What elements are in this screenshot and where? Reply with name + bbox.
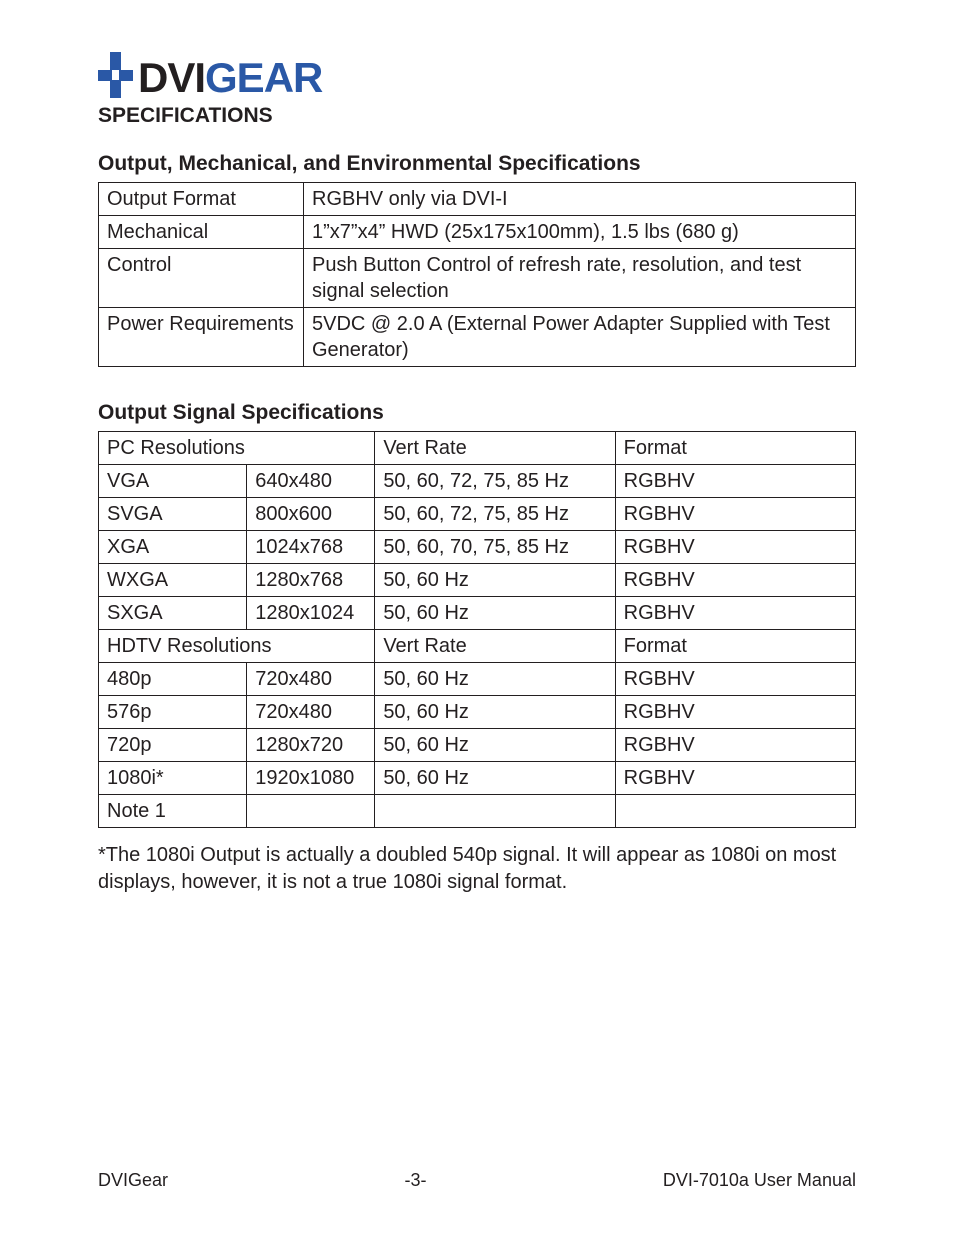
section-title: SPECIFICATIONS <box>98 104 856 128</box>
cell: RGBHV <box>615 498 855 531</box>
cell-label: Output Format <box>99 183 304 216</box>
cell: 50, 60 Hz <box>375 663 615 696</box>
header-cell: Vert Rate <box>375 432 615 465</box>
table-row: XGA1024x76850, 60, 70, 75, 85 HzRGBHV <box>99 531 856 564</box>
cell-value: 1”x7”x4” HWD (25x175x100mm), 1.5 lbs (68… <box>304 216 856 249</box>
table-row: Power Requirements 5VDC @ 2.0 A (Externa… <box>99 308 856 367</box>
table2-title: Output Signal Specifications <box>98 401 856 425</box>
table-row: Output Format RGBHV only via DVI-I <box>99 183 856 216</box>
header-cell: Format <box>615 630 855 663</box>
cell: 576p <box>99 696 247 729</box>
table-row: VGA640x48050, 60, 72, 75, 85 HzRGBHV <box>99 465 856 498</box>
header-cell: PC Resolutions <box>99 432 375 465</box>
cell: 50, 60 Hz <box>375 762 615 795</box>
cell: RGBHV <box>615 762 855 795</box>
header-cell: Format <box>615 432 855 465</box>
cell: RGBHV <box>615 531 855 564</box>
cell: 720p <box>99 729 247 762</box>
cell: 50, 60, 70, 75, 85 Hz <box>375 531 615 564</box>
cell: 50, 60 Hz <box>375 597 615 630</box>
cell: 480p <box>99 663 247 696</box>
cell: 50, 60 Hz <box>375 564 615 597</box>
cell <box>375 795 615 828</box>
cell: 800x600 <box>247 498 375 531</box>
cell-label: Power Requirements <box>99 308 304 367</box>
table-row: 1080i*1920x108050, 60 HzRGBHV <box>99 762 856 795</box>
table-row: 480p720x48050, 60 HzRGBHV <box>99 663 856 696</box>
specs-table-1: Output Format RGBHV only via DVI-I Mecha… <box>98 182 856 367</box>
cell: VGA <box>99 465 247 498</box>
cell: RGBHV <box>615 597 855 630</box>
footer-left: DVIGear <box>98 1170 168 1191</box>
table-row: Note 1 <box>99 795 856 828</box>
cell: RGBHV <box>615 663 855 696</box>
table1-title: Output, Mechanical, and Environmental Sp… <box>98 152 856 176</box>
table-row: SXGA1280x102450, 60 HzRGBHV <box>99 597 856 630</box>
table-row: Control Push Button Control of refresh r… <box>99 249 856 308</box>
footer-center: -3- <box>404 1170 426 1191</box>
cell: WXGA <box>99 564 247 597</box>
cell: 720x480 <box>247 663 375 696</box>
cell: Note 1 <box>99 795 247 828</box>
cell: RGBHV <box>615 564 855 597</box>
cell: 1920x1080 <box>247 762 375 795</box>
table-row: 576p720x48050, 60 HzRGBHV <box>99 696 856 729</box>
cell-value: Push Button Control of refresh rate, res… <box>304 249 856 308</box>
cell: 50, 60, 72, 75, 85 Hz <box>375 465 615 498</box>
cell: 720x480 <box>247 696 375 729</box>
cell: SVGA <box>99 498 247 531</box>
cell: 1280x720 <box>247 729 375 762</box>
table-row: WXGA1280x76850, 60 HzRGBHV <box>99 564 856 597</box>
cell: 50, 60 Hz <box>375 696 615 729</box>
cell: RGBHV <box>615 696 855 729</box>
table-row: 720p1280x72050, 60 HzRGBHV <box>99 729 856 762</box>
cell: 1080i* <box>99 762 247 795</box>
cell: 1024x768 <box>247 531 375 564</box>
cell-label: Control <box>99 249 304 308</box>
cell: SXGA <box>99 597 247 630</box>
footnote-text: *The 1080i Output is actually a doubled … <box>98 842 856 896</box>
table-row: SVGA800x60050, 60, 72, 75, 85 HzRGBHV <box>99 498 856 531</box>
footer-right: DVI-7010a User Manual <box>663 1170 856 1191</box>
cell-value: RGBHV only via DVI-I <box>304 183 856 216</box>
header-cell: Vert Rate <box>375 630 615 663</box>
svg-text:DVIGEAR: DVIGEAR <box>138 54 323 100</box>
specs-table-2: PC Resolutions Vert Rate Format VGA640x4… <box>98 431 856 828</box>
cell: 1280x1024 <box>247 597 375 630</box>
header-cell: HDTV Resolutions <box>99 630 375 663</box>
cell: 50, 60, 72, 75, 85 Hz <box>375 498 615 531</box>
cell: XGA <box>99 531 247 564</box>
page-footer: DVIGear -3- DVI-7010a User Manual <box>0 1170 954 1191</box>
table-header-row: PC Resolutions Vert Rate Format <box>99 432 856 465</box>
cell: RGBHV <box>615 729 855 762</box>
cell <box>615 795 855 828</box>
brand-logo: DVIGEAR <box>98 50 856 100</box>
cell-value: 5VDC @ 2.0 A (External Power Adapter Sup… <box>304 308 856 367</box>
table-header-row: HDTV Resolutions Vert Rate Format <box>99 630 856 663</box>
cell-label: Mechanical <box>99 216 304 249</box>
cell: RGBHV <box>615 465 855 498</box>
table-row: Mechanical 1”x7”x4” HWD (25x175x100mm), … <box>99 216 856 249</box>
cell <box>247 795 375 828</box>
cell: 640x480 <box>247 465 375 498</box>
cell: 50, 60 Hz <box>375 729 615 762</box>
cell: 1280x768 <box>247 564 375 597</box>
